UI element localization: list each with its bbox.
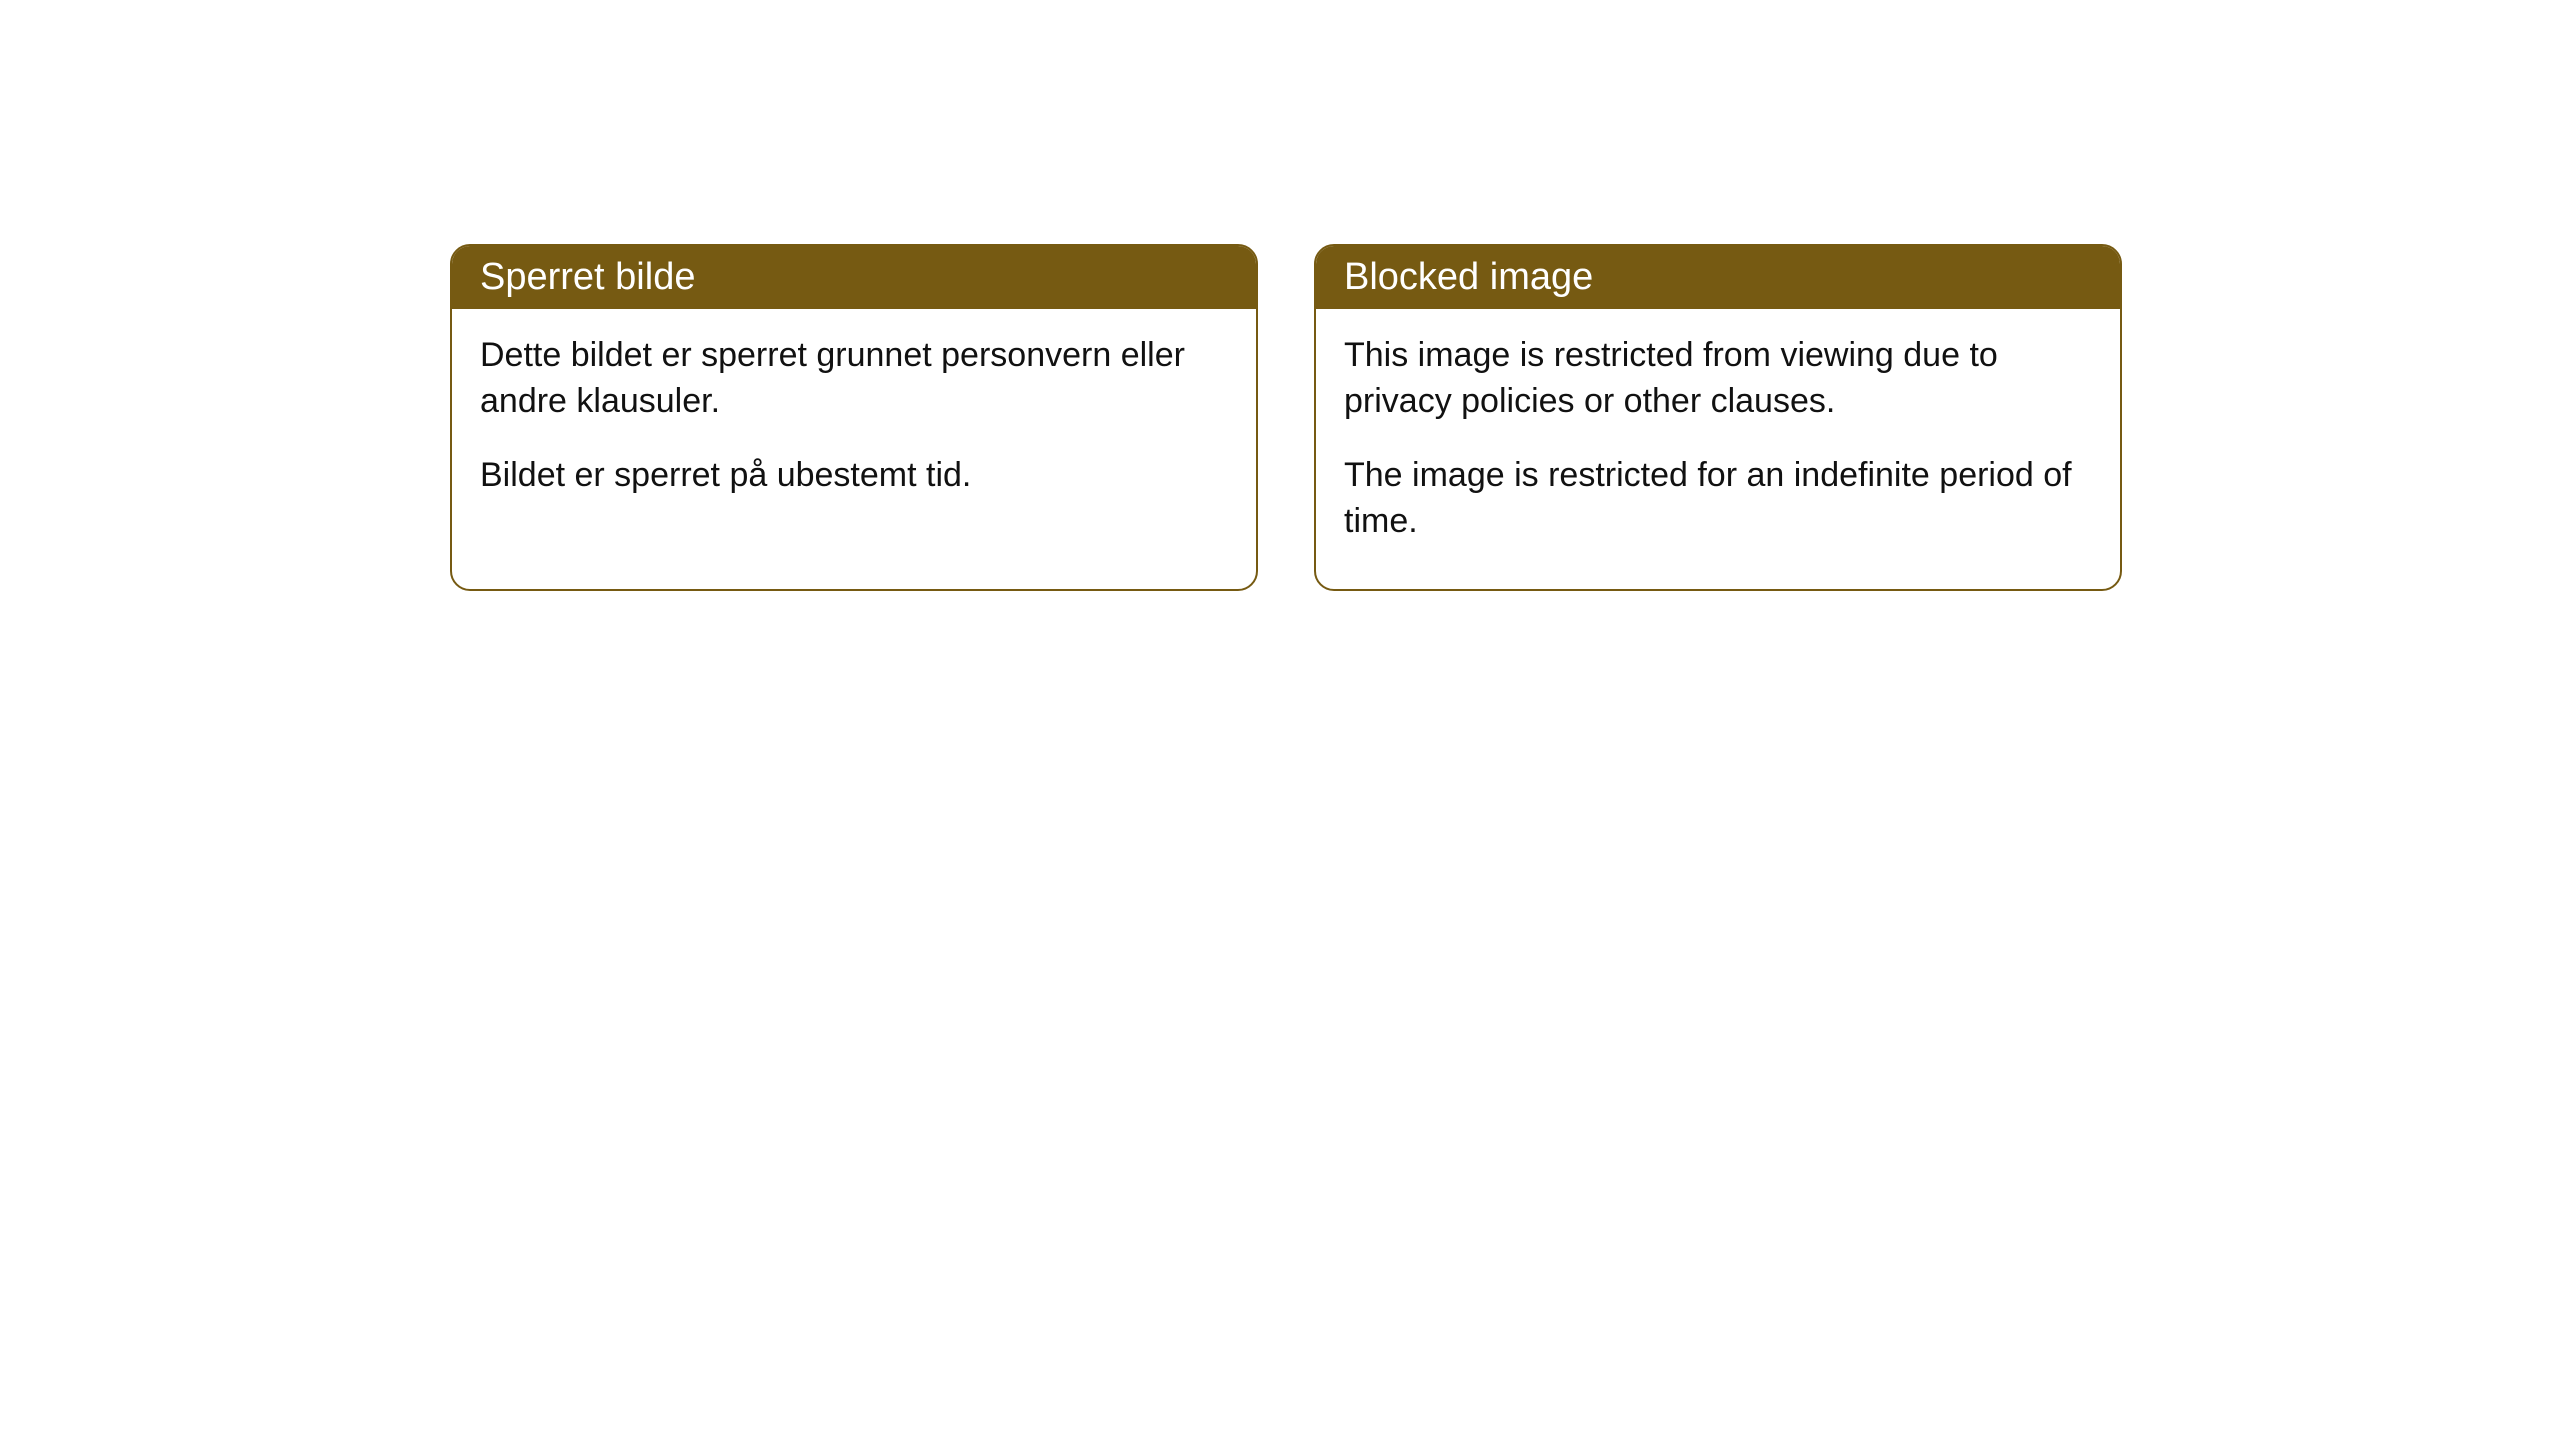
card-header: Blocked image [1316,246,2120,309]
card-title: Blocked image [1344,256,1593,298]
card-header: Sperret bilde [452,246,1256,309]
card-paragraph: This image is restricted from viewing du… [1344,333,2092,425]
card-body: Dette bildet er sperret grunnet personve… [452,309,1256,543]
notice-cards-container: Sperret bilde Dette bildet er sperret gr… [450,244,2122,591]
notice-card-english: Blocked image This image is restricted f… [1314,244,2122,591]
card-title: Sperret bilde [480,256,695,298]
card-paragraph: The image is restricted for an indefinit… [1344,453,2092,545]
card-paragraph: Dette bildet er sperret grunnet personve… [480,333,1228,425]
notice-card-norwegian: Sperret bilde Dette bildet er sperret gr… [450,244,1258,591]
card-body: This image is restricted from viewing du… [1316,309,2120,589]
card-paragraph: Bildet er sperret på ubestemt tid. [480,453,1228,499]
